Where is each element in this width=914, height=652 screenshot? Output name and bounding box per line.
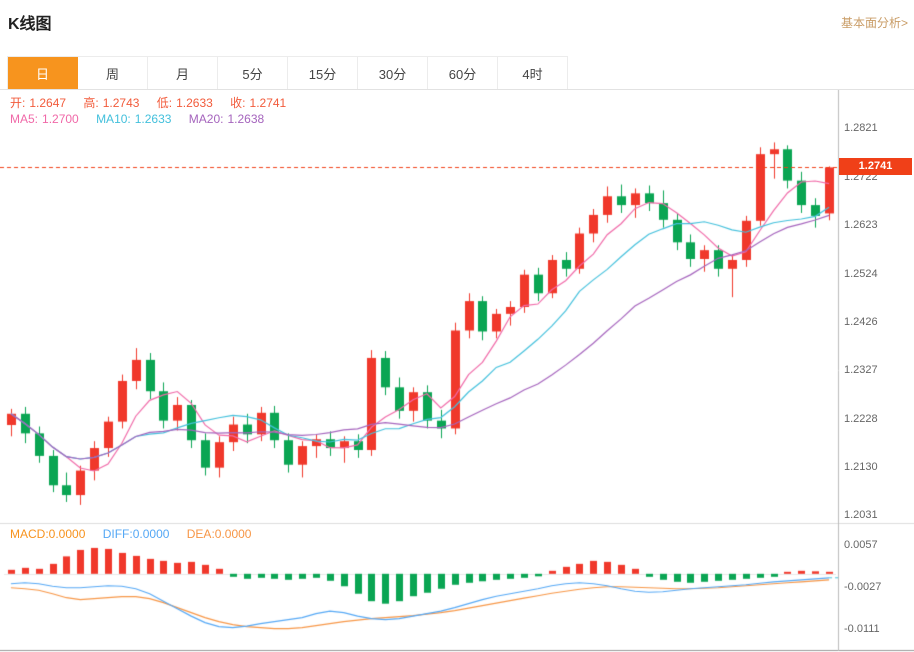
page-title: K线图 bbox=[8, 16, 52, 33]
timeframe-tabs: 日 周 月 5分 15分 30分 60分 4时 bbox=[7, 56, 568, 89]
timeframe-tabbar: 日 周 月 5分 15分 30分 60分 4时 bbox=[0, 56, 914, 90]
price-axis-label: 1.2130 bbox=[844, 461, 878, 473]
tab-month[interactable]: 月 bbox=[148, 57, 218, 89]
legend-dea: DEA:0.0000 bbox=[186, 527, 252, 541]
current-price-tag: 1.2741 bbox=[839, 158, 912, 175]
header: K线图 基本面分析> bbox=[0, 0, 914, 56]
legend-ma5: MA5: 1.2700 bbox=[10, 112, 79, 126]
legend-high: 高: 1.2743 bbox=[83, 96, 140, 110]
chart-area: 开: 1.2647 高: 1.2743 低: 1.2633 收: 1.2741 MA5:… bbox=[0, 90, 914, 652]
tab-week[interactable]: 周 bbox=[78, 57, 148, 89]
tab-day[interactable]: 日 bbox=[8, 57, 78, 89]
legend-close: 收: 1.2741 bbox=[230, 96, 287, 110]
price-axis-label: 1.2524 bbox=[844, 268, 878, 280]
tab-15min[interactable]: 15分 bbox=[288, 57, 358, 89]
price-axis-label: 1.2623 bbox=[844, 219, 878, 231]
tab-5min[interactable]: 5分 bbox=[218, 57, 288, 89]
price-axis-label: 1.2327 bbox=[844, 364, 878, 376]
kline-chart-canvas[interactable] bbox=[0, 90, 914, 652]
price-axis-label: 1.2426 bbox=[844, 316, 878, 328]
macd-axis-label: -0.0027 bbox=[844, 581, 882, 593]
tab-60min[interactable]: 60分 bbox=[428, 57, 498, 89]
legend-macd: MACD:0.0000 bbox=[10, 527, 86, 541]
price-axis-label: 1.2031 bbox=[844, 509, 878, 521]
legend-diff: DIFF:0.0000 bbox=[102, 527, 170, 541]
tab-30min[interactable]: 30分 bbox=[358, 57, 428, 89]
ma-legend: MA5: 1.2700 MA10: 1.2633 MA20: 1.2638 bbox=[10, 112, 278, 126]
legend-ma10: MA10: 1.2633 bbox=[96, 112, 172, 126]
legend-open: 开: 1.2647 bbox=[10, 96, 67, 110]
ohlc-legend: 开: 1.2647 高: 1.2743 低: 1.2633 收: 1.2741 bbox=[10, 94, 300, 111]
legend-low: 低: 1.2633 bbox=[156, 96, 213, 110]
price-axis-label: 1.2821 bbox=[844, 122, 878, 134]
fundamental-analysis-link[interactable]: 基本面分析> bbox=[840, 16, 908, 30]
price-axis-label: 1.2228 bbox=[844, 413, 878, 425]
legend-ma20: MA20: 1.2638 bbox=[188, 112, 265, 126]
macd-axis-label: -0.0111 bbox=[844, 623, 880, 635]
macd-legend: MACD:0.0000 DIFF:0.0000 DEA:0.0000 bbox=[10, 527, 265, 541]
tab-4hour[interactable]: 4时 bbox=[498, 57, 568, 89]
macd-axis-label: 0.0057 bbox=[844, 539, 878, 551]
